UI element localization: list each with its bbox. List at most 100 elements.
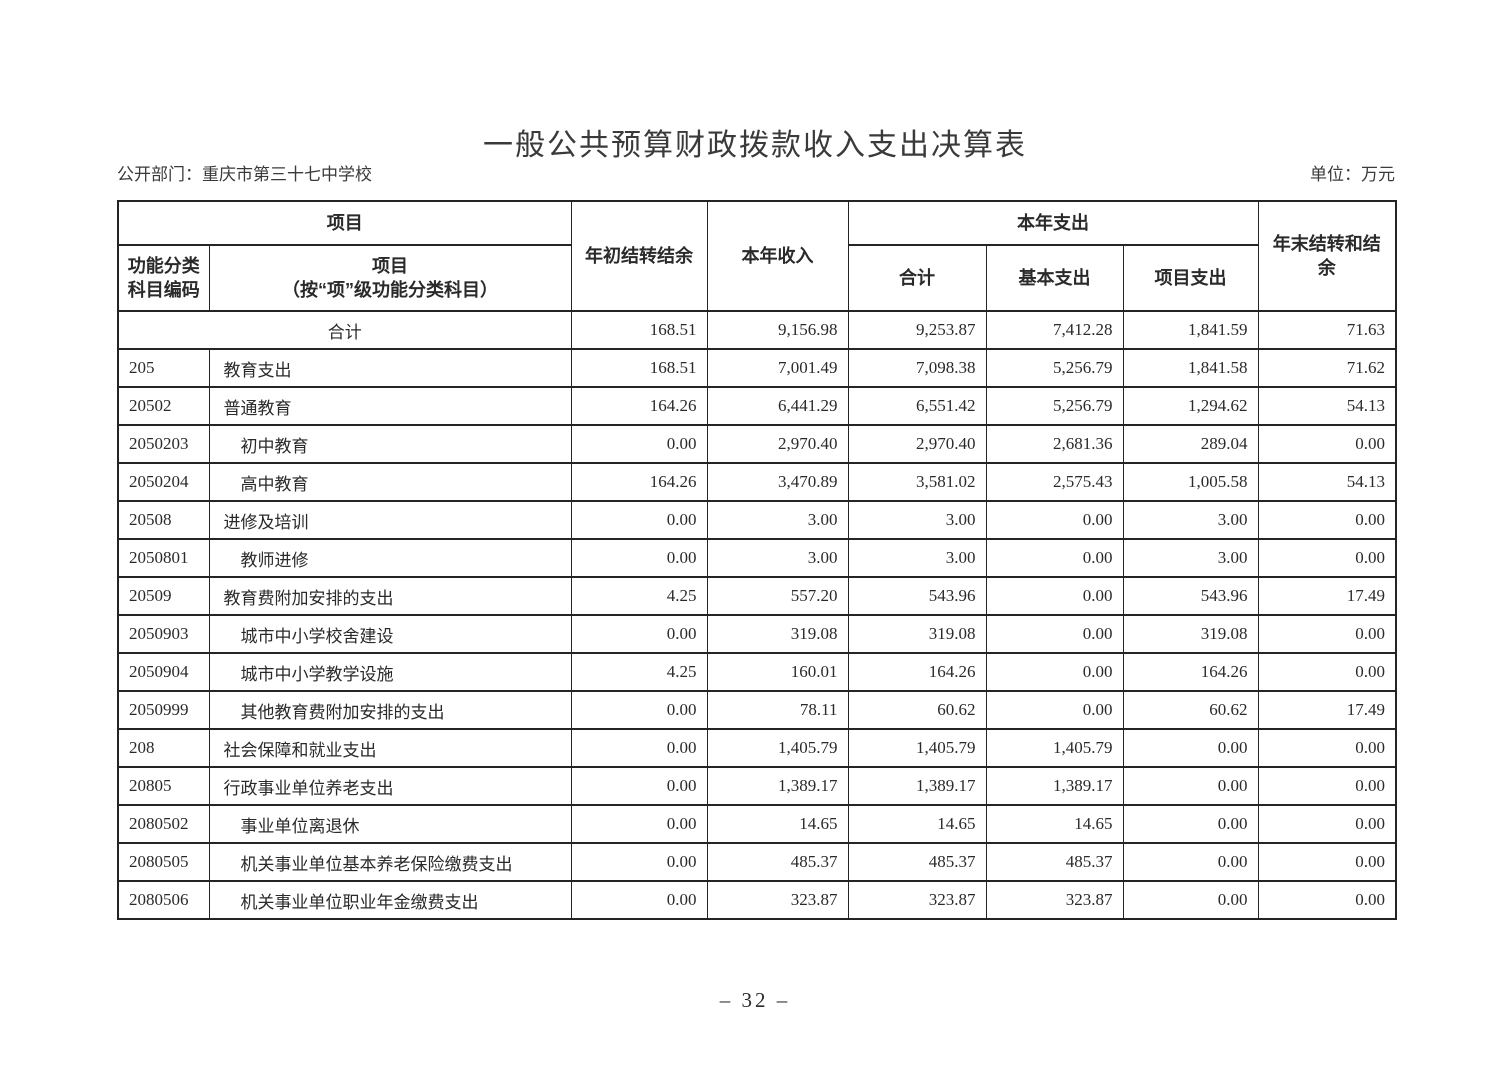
value-cell: 0.00 (1122, 804, 1259, 844)
value-cell: 0.00 (570, 766, 708, 806)
table-row: 20502 普通教育 164.26 6,441.29 6,551.42 5,256.79 1… (117, 386, 1397, 426)
value-cell: 1,005.58 (1122, 462, 1259, 502)
row-code-cell: 2050904 (117, 652, 210, 692)
value-cell: 0.00 (1122, 842, 1259, 882)
value-cell: 0.00 (1257, 728, 1397, 768)
value-cell: 1,841.59 (1122, 310, 1259, 350)
value-cell: 0.00 (570, 500, 708, 540)
row-name-cell: 教育费附加安排的支出 (208, 576, 572, 616)
value-cell: 0.00 (985, 576, 1124, 616)
value-cell: 17.49 (1257, 690, 1397, 730)
value-cell: 289.04 (1122, 424, 1259, 464)
value-cell: 14.65 (706, 804, 849, 844)
value-cell: 319.08 (1122, 614, 1259, 654)
row-code-cell: 2050903 (117, 614, 210, 654)
value-cell: 54.13 (1257, 386, 1397, 426)
table-row: 合计 168.51 9,156.98 9,253.87 7,412.28 1,841.59… (117, 310, 1397, 350)
header-projexp-column: 项目支出 (1122, 244, 1259, 312)
value-cell: 485.37 (985, 842, 1124, 882)
row-name-cell: 进修及培训 (208, 500, 572, 540)
row-name-cell: 机关事业单位职业年金缴费支出 (208, 880, 572, 920)
value-cell: 3,581.02 (847, 462, 987, 502)
unit-label: 单位：万元 (1310, 165, 1395, 184)
value-cell: 2,575.43 (985, 462, 1124, 502)
table-row: 20509 教育费附加安排的支出 4.25 557.20 543.96 0.00 543.9… (117, 576, 1397, 616)
page-title: 一般公共预算财政拨款收入支出决算表 (483, 129, 1027, 162)
value-cell: 4.25 (570, 652, 708, 692)
value-cell: 5,256.79 (985, 386, 1124, 426)
value-cell: 0.00 (1122, 766, 1259, 806)
value-cell: 0.00 (1257, 424, 1397, 464)
table-row: 2080506 机关事业单位职业年金缴费支出 0.00 323.87 323.87 323… (117, 880, 1397, 920)
row-code-cell: 20502 (117, 386, 210, 426)
header-row-sub: 功能分类 科目编码 项目 （按“项”级功能分类科目） 合计 基本支出 项目支出 (117, 244, 1396, 312)
value-cell: 1,389.17 (985, 766, 1124, 806)
value-cell: 1,405.79 (985, 728, 1124, 768)
value-cell: 0.00 (1122, 880, 1259, 920)
table-row: 208 社会保障和就业支出 0.00 1,405.79 1,405.79 1,405.79… (117, 728, 1397, 768)
value-cell: 1,405.79 (706, 728, 849, 768)
value-cell: 1,389.17 (847, 766, 987, 806)
row-name-cell: 普通教育 (208, 386, 572, 426)
header-total-column: 合计 (847, 244, 987, 312)
value-cell: 0.00 (570, 728, 708, 768)
value-cell: 0.00 (1257, 614, 1397, 654)
header-project-group: 项目 (117, 200, 572, 246)
department-label: 公开部门：重庆市第三十七中学校 (117, 165, 372, 184)
value-cell: 319.08 (847, 614, 987, 654)
value-cell: 0.00 (985, 500, 1124, 540)
table-row: 2080502 事业单位离退休 0.00 14.65 14.65 14.65 0.00 0.0… (117, 804, 1397, 844)
value-cell: 0.00 (1257, 500, 1397, 540)
row-code-cell: 205 (117, 348, 210, 388)
value-cell: 0.00 (1257, 842, 1397, 882)
value-cell: 0.00 (570, 538, 708, 578)
value-cell: 0.00 (985, 652, 1124, 692)
value-cell: 71.62 (1257, 348, 1397, 388)
value-cell: 2,970.40 (706, 424, 849, 464)
value-cell: 3.00 (706, 500, 849, 540)
value-cell: 3.00 (847, 500, 987, 540)
value-cell: 3,470.89 (706, 462, 849, 502)
value-cell: 164.26 (847, 652, 987, 692)
value-cell: 0.00 (570, 424, 708, 464)
value-cell: 1,841.58 (1122, 348, 1259, 388)
value-cell: 164.26 (570, 386, 708, 426)
value-cell: 17.49 (1257, 576, 1397, 616)
row-code-cell: 208 (117, 728, 210, 768)
value-cell: 0.00 (985, 538, 1124, 578)
value-cell: 0.00 (570, 842, 708, 882)
row-code-cell: 2050801 (117, 538, 210, 578)
value-cell: 164.26 (570, 462, 708, 502)
row-name-cell: 高中教育 (208, 462, 572, 502)
value-cell: 164.26 (1122, 652, 1259, 692)
row-code-cell: 20805 (117, 766, 210, 806)
value-cell: 3.00 (1122, 500, 1259, 540)
row-name-cell: 教师进修 (208, 538, 572, 578)
header-row-top: 项目 年初结转结余 本年收入 本年支出 年末结转和结余 (117, 200, 1397, 312)
table-row: 20508 进修及培训 0.00 3.00 3.00 0.00 3.00 0.00 (117, 500, 1397, 540)
value-cell: 0.00 (1257, 652, 1397, 692)
value-cell: 7,098.38 (847, 348, 987, 388)
header-basic-column: 基本支出 (985, 244, 1124, 312)
value-cell: 1,294.62 (1122, 386, 1259, 426)
header-begin-balance: 年初结转结余 (570, 200, 708, 312)
value-cell: 0.00 (1257, 538, 1397, 578)
row-code-cell: 20509 (117, 576, 210, 616)
value-cell: 14.65 (847, 804, 987, 844)
header-expenditure-group: 本年支出 (847, 200, 1259, 246)
row-name-cell: 行政事业单位养老支出 (208, 766, 572, 806)
value-cell: 0.00 (985, 614, 1124, 654)
row-code-cell: 20508 (117, 500, 210, 540)
row-name-cell: 社会保障和就业支出 (208, 728, 572, 768)
budget-table: 项目 年初结转结余 本年收入 本年支出 年末结转和结余 功能分类 科目编码 项目… (117, 200, 1398, 920)
row-code-cell: 2080502 (117, 804, 210, 844)
value-cell: 168.51 (570, 348, 708, 388)
table-row: 205 教育支出 168.51 7,001.49 7,098.38 5,256.79 1,8… (117, 348, 1397, 388)
value-cell: 0.00 (1257, 880, 1397, 920)
table-row: 20805 行政事业单位养老支出 0.00 1,389.17 1,389.17 1,389… (117, 766, 1397, 806)
value-cell: 0.00 (985, 690, 1124, 730)
value-cell: 3.00 (1122, 538, 1259, 578)
value-cell: 6,551.42 (847, 386, 987, 426)
value-cell: 9,156.98 (706, 310, 849, 350)
